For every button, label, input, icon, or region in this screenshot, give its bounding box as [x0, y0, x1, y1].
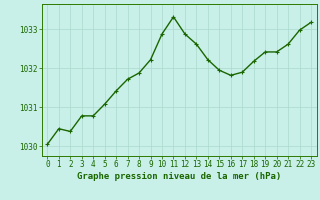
X-axis label: Graphe pression niveau de la mer (hPa): Graphe pression niveau de la mer (hPa) — [77, 172, 281, 181]
